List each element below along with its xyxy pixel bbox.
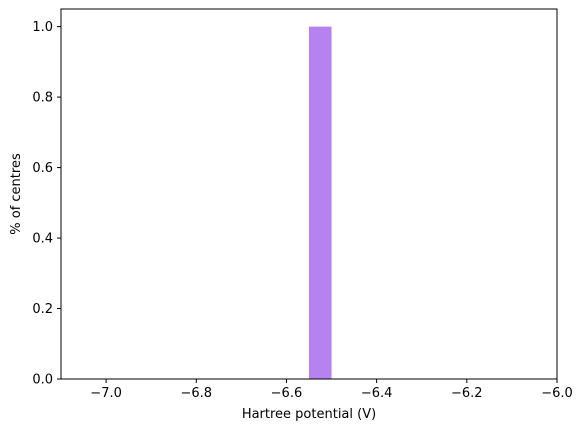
bars-group <box>309 26 332 379</box>
y-axis-label: % of centres <box>9 153 24 235</box>
plot-area-frame <box>60 8 558 380</box>
y-tick-label: 0.8 <box>32 91 53 106</box>
x-tick-label: −6.2 <box>451 386 483 401</box>
x-tick-label: −7.0 <box>90 386 122 401</box>
x-axis-label: Hartree potential (V) <box>242 407 376 422</box>
x-tick-label: −6.8 <box>180 386 212 401</box>
x-tick-label: −6.0 <box>541 386 573 401</box>
y-tick-label: 1.0 <box>32 20 53 35</box>
y-tick-label: 0.4 <box>32 232 53 247</box>
y-tick-label: 0.0 <box>32 373 53 388</box>
y-tick-label: 0.2 <box>32 302 53 317</box>
x-tick-label: −6.6 <box>271 386 303 401</box>
histogram-bar <box>309 26 332 379</box>
x-tick-label: −6.4 <box>361 386 393 401</box>
y-axis-ticks: 0.0 0.2 0.4 0.6 0.8 1.0 <box>32 20 61 388</box>
x-axis-ticks: −7.0 −6.8 −6.6 −6.4 −6.2 −6.0 <box>90 379 573 401</box>
y-tick-label: 0.6 <box>32 161 53 176</box>
